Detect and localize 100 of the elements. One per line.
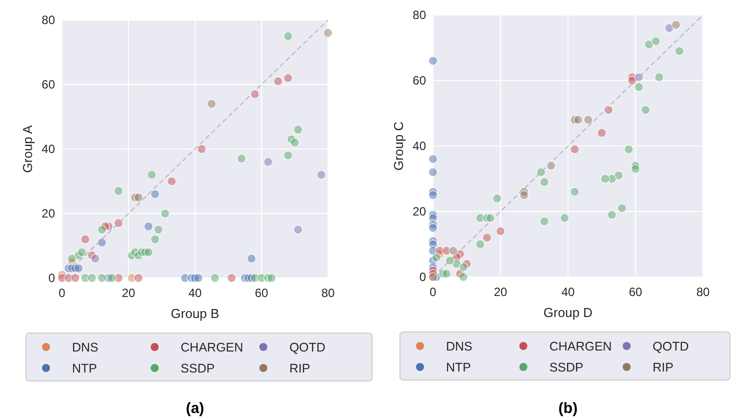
point (486, 213, 495, 223)
point (316, 170, 326, 180)
point (428, 168, 438, 177)
point (496, 226, 506, 236)
point (144, 222, 154, 231)
x-axis-title: Group B (170, 306, 220, 321)
y-axis-title: Group A (20, 124, 35, 173)
point (617, 204, 627, 213)
point (284, 32, 293, 41)
point (150, 190, 160, 199)
point (77, 248, 87, 257)
point (671, 20, 681, 30)
point (614, 170, 624, 180)
point (654, 72, 664, 82)
point (536, 168, 546, 177)
legend-label: CHARGEN (549, 339, 612, 354)
legend-label: SSDP (549, 360, 584, 374)
point (428, 190, 438, 200)
point (492, 194, 502, 203)
point (74, 264, 84, 273)
point (80, 234, 90, 244)
y-tick-label: 0 (419, 270, 426, 284)
point (448, 246, 458, 256)
point (442, 269, 452, 278)
point (560, 213, 570, 223)
point (290, 138, 300, 148)
legend-label: RIP (652, 360, 674, 374)
legend-label: DNS (446, 339, 472, 354)
point (604, 105, 614, 115)
point (284, 150, 293, 160)
point (160, 208, 170, 218)
point (207, 99, 216, 108)
point (226, 273, 236, 283)
point (134, 192, 144, 202)
point (97, 225, 106, 234)
point (540, 177, 549, 187)
point (674, 46, 684, 56)
y-axis-title: Group C (391, 121, 406, 171)
point (607, 210, 616, 220)
y-tick-label: 80 (412, 8, 426, 22)
point (432, 252, 441, 262)
point (67, 254, 77, 264)
point (293, 225, 303, 234)
point (97, 273, 106, 283)
point (584, 115, 593, 124)
point (482, 233, 492, 242)
x-tick-label: 60 (628, 285, 642, 299)
point (147, 170, 156, 180)
point (600, 174, 610, 184)
point (570, 187, 580, 196)
point (250, 90, 260, 99)
point (570, 144, 580, 154)
x-tick-label: 60 (254, 286, 268, 300)
legend-label: SSDP (180, 361, 215, 376)
point (144, 248, 154, 257)
point (540, 216, 549, 226)
point (150, 234, 160, 244)
point (428, 223, 438, 232)
y-tick-label: 20 (42, 206, 56, 221)
point (574, 115, 583, 124)
x-axis-title: Group D (543, 305, 593, 320)
point (634, 82, 644, 92)
point (266, 273, 276, 283)
y-tick-label: 40 (412, 139, 426, 154)
legend-label: DNS (72, 340, 98, 354)
point (246, 254, 256, 264)
legend-label: QOTD (289, 340, 326, 354)
point (274, 76, 283, 86)
point (323, 28, 333, 38)
point (293, 125, 303, 134)
point (664, 24, 674, 33)
legend-label: QOTD (652, 339, 689, 354)
point (624, 144, 634, 154)
x-tick-label: 20 (122, 286, 136, 300)
point (134, 273, 144, 283)
point (651, 36, 660, 46)
text: (b) (558, 400, 578, 417)
point (264, 157, 273, 166)
x-tick-label: 0 (58, 286, 66, 300)
text: (a) (186, 400, 204, 417)
y-tick-label: 80 (42, 13, 56, 28)
x-tick-label: 0 (430, 285, 437, 299)
point (70, 273, 80, 283)
point (458, 262, 468, 272)
point (87, 273, 97, 283)
x-tick-label: 80 (696, 285, 710, 299)
x-tick-label: 40 (561, 285, 575, 299)
y-tick-label: 60 (412, 74, 426, 88)
legend-label: RIP (289, 361, 310, 376)
legend-label: NTP (446, 360, 471, 374)
point (90, 254, 100, 264)
y-tick-label: 40 (42, 142, 56, 156)
point (644, 40, 654, 50)
point (167, 176, 176, 186)
y-tick-label: 60 (42, 78, 56, 92)
point (428, 154, 438, 164)
legend-label: CHARGEN (180, 340, 244, 354)
point (597, 128, 606, 138)
point (458, 272, 468, 282)
point (428, 56, 438, 66)
